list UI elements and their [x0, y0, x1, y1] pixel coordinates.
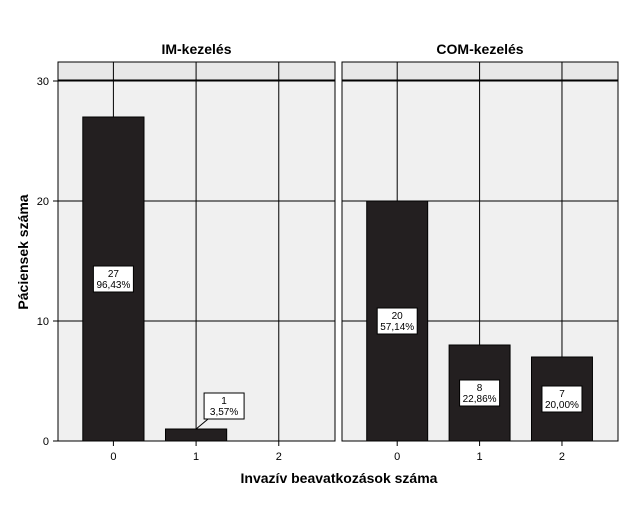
- x-tick-label: 2: [276, 451, 282, 463]
- data-label-percent: 20,00%: [545, 400, 579, 411]
- data-label-box: [203, 392, 245, 420]
- x-tick-label: 0: [110, 451, 116, 463]
- bar: [164, 428, 228, 442]
- data-label-percent: 3,57%: [210, 407, 238, 418]
- data-label-box: [541, 385, 583, 413]
- data-label-count: 7: [559, 389, 565, 400]
- data-label-percent: 22,86%: [463, 394, 497, 405]
- y-tick-label: 0: [43, 436, 49, 448]
- y-axis-title: Páciensek száma: [15, 194, 31, 309]
- data-label-count: 8: [477, 383, 483, 394]
- x-tick-label: 2: [559, 451, 565, 463]
- x-tick-label: 1: [193, 451, 199, 463]
- data-label-percent: 96,43%: [96, 280, 130, 291]
- panel-title: COM-kezelés: [436, 41, 523, 57]
- panel-title: IM-kezelés: [161, 41, 231, 57]
- data-label-leader: [195, 418, 209, 430]
- data-label-percent: 57,14%: [380, 322, 414, 333]
- data-label-count: 20: [392, 311, 404, 322]
- y-tick-label: 10: [37, 316, 49, 328]
- data-label-count: 1: [221, 396, 227, 407]
- y-tick-label: 30: [37, 76, 49, 88]
- x-axis-title: Invazív beavatkozások száma: [241, 470, 438, 486]
- data-label-count: 27: [108, 269, 120, 280]
- data-label-box: [459, 379, 501, 407]
- data-label-box: [376, 307, 418, 335]
- x-tick-label: 1: [477, 451, 483, 463]
- x-tick-label: 0: [394, 451, 400, 463]
- y-tick-label: 20: [37, 196, 49, 208]
- data-label-box: [92, 265, 134, 293]
